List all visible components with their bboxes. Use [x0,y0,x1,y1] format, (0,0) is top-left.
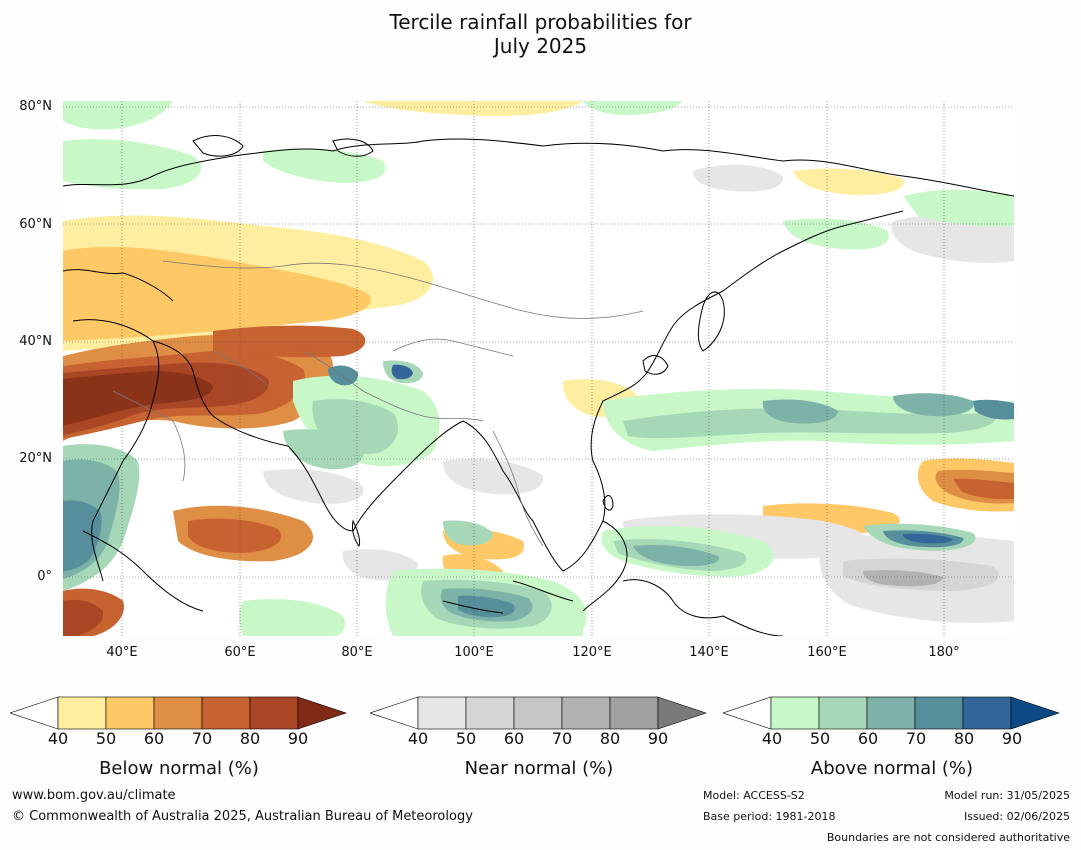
colorbar-segment [770,696,820,730]
model-name: Model: ACCESS-S2 [703,789,805,802]
colorbar-right-extend [657,696,707,730]
colorbar-segment [249,696,299,730]
colorbar-near-tick-50: 50 [455,729,477,748]
lon-label-140e: 140°E [689,645,729,660]
lon-label-180: 180° [928,645,960,660]
colorbar-below-normal-title: Below normal (%) [99,758,259,779]
map-canvas [63,101,1014,636]
colorbar-above-tick-80: 80 [953,729,975,748]
country-borders [112,260,644,547]
colorbar-near-tick-90: 90 [647,729,669,748]
colorbar-below-tick-90: 90 [287,729,309,748]
lon-label-60e: 60°E [224,645,256,660]
colorbar-below-tick-80: 80 [239,729,261,748]
colorbar-segment [105,696,155,730]
colorbar-near-tick-80: 80 [599,729,621,748]
colorbar-near-tick-40: 40 [407,729,429,748]
colorbar-right-extend [1010,696,1060,730]
model-run-date: Model run: 31/05/2025 [944,789,1070,802]
issued-date: Issued: 02/06/2025 [963,810,1070,823]
colorbar-left-extend [370,696,419,730]
lat-label-40n: 40°N [19,334,52,349]
lon-label-120e: 120°E [572,645,612,660]
colorbar-below-tick-60: 60 [143,729,165,748]
colorbar-left-extend [723,696,772,730]
colorbar-near-tick-70: 70 [551,729,573,748]
colorbar-below-normal-swatches [10,696,347,730]
website-link[interactable]: www.bom.gov.au/climate [12,788,176,803]
above-normal-regions [63,101,1014,636]
copyright-text: © Commonwealth of Australia 2025, Austra… [12,809,473,824]
boundaries-disclaimer: Boundaries are not considered authoritat… [826,831,1070,844]
lat-label-20n: 20°N [19,451,52,466]
lon-label-160e: 160°E [807,645,847,660]
lon-label-80e: 80°E [341,645,373,660]
lat-label-0: 0° [37,569,52,584]
colorbar-right-extend [297,696,347,730]
colorbar-segment [609,696,659,730]
lat-label-80n: 80°N [19,99,52,114]
colorbar-near-normal-swatches [370,696,707,730]
colorbar-above-tick-50: 50 [809,729,831,748]
colorbar-left-extend [10,696,59,730]
lon-label-100e: 100°E [454,645,494,660]
colorbar-above-tick-40: 40 [761,729,783,748]
colorbar-segment [914,696,964,730]
colorbar-below-tick-50: 50 [95,729,117,748]
colorbar-above-normal-swatches [723,696,1060,730]
colorbar-above-normal-title: Above normal (%) [810,758,974,779]
colorbar-near-normal: 40 50 60 70 80 90 Near normal (%) [370,696,708,796]
colorbar-segment [866,696,916,730]
colorbar-above-tick-60: 60 [857,729,879,748]
lon-label-40e: 40°E [106,645,138,660]
rainfall-probability-map [63,101,1014,636]
coastlines [63,135,1014,636]
colorbar-above-tick-90: 90 [1001,729,1023,748]
colorbar-segment [513,696,563,730]
lat-label-60n: 60°N [19,217,52,232]
colorbar-segment [561,696,611,730]
colorbar-below-tick-70: 70 [191,729,213,748]
colorbar-near-normal-title: Near normal (%) [464,758,614,779]
colorbar-segment [417,696,467,730]
base-period: Base period: 1981-2018 [703,810,836,823]
colorbar-segment [465,696,515,730]
colorbar-segment [153,696,203,730]
colorbar-near-tick-60: 60 [503,729,525,748]
colorbar-segment [962,696,1012,730]
colorbar-above-tick-70: 70 [905,729,927,748]
colorbar-segment [57,696,107,730]
map-title-line1: Tercile rainfall probabilities for [389,10,692,34]
colorbar-below-tick-40: 40 [47,729,69,748]
colorbar-above-normal: 40 50 60 70 80 90 Above normal (%) [723,696,1061,796]
colorbar-below-normal: 40 50 60 70 80 90 Below normal (%) [10,696,348,796]
below-normal-regions [63,101,1014,636]
map-title-line2: July 2025 [493,34,588,58]
colorbar-segment [818,696,868,730]
map-gridlines [63,101,1014,636]
colorbar-segment [201,696,251,730]
